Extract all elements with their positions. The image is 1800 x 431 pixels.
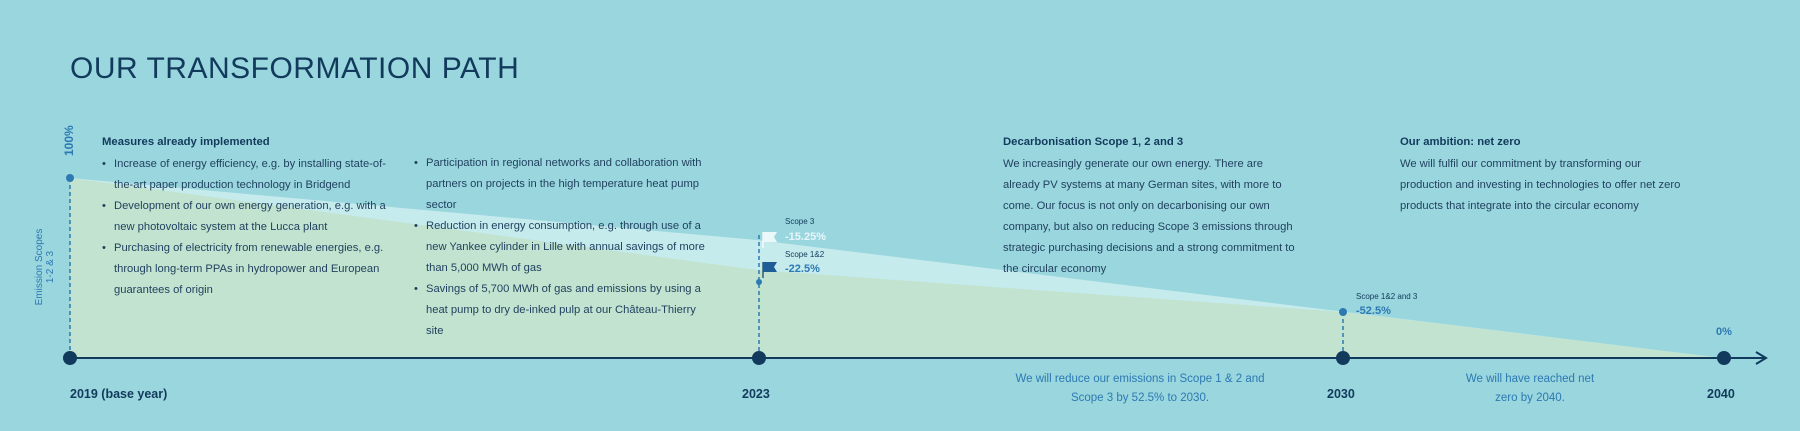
xlabel-2030: 2030 <box>1327 387 1355 401</box>
measure-item: Reduction in energy consumption, e.g. th… <box>414 216 714 279</box>
milestone-dot-2019 <box>63 351 77 365</box>
y-axis-top-label: 100% <box>62 125 76 156</box>
measure-item: Increase of energy efficiency, e.g. by i… <box>102 154 402 196</box>
flag-scope12-value: -22.5% <box>785 263 820 275</box>
y-axis-side-label-line2: 1-2 & 3 <box>45 250 56 284</box>
flag-scope12-label: Scope 1&2 <box>785 250 825 259</box>
measures-block-col1: Measures already implemented Increase of… <box>102 132 402 301</box>
xlabel-2040: 2040 <box>1707 387 1735 401</box>
ambition-heading: Our ambition: net zero <box>1400 136 1521 148</box>
y-axis-side-label-line1: Emission Scopes <box>34 228 45 306</box>
point-2023-scope12 <box>756 279 762 285</box>
milestone-dot-2030 <box>1336 351 1350 365</box>
measures-block-col2: Participation in regional networks and c… <box>414 153 714 342</box>
flag-icon-scope12 <box>762 262 777 278</box>
ambition-block: Our ambition: net zero We will fulfil ou… <box>1400 132 1690 217</box>
xlabel-2019: 2019 (base year) <box>70 387 168 401</box>
decarbonisation-text: We increasingly generate our own energy.… <box>1003 158 1295 275</box>
flag-scope3-value: -15.25% <box>785 231 826 243</box>
measures-heading: Measures already implemented <box>102 136 270 148</box>
y-axis-side-label: Emission Scopes 1-2 & 3 <box>34 222 56 312</box>
measure-item: Savings of 5,700 MWh of gas and emission… <box>414 279 714 342</box>
measure-item: Participation in regional networks and c… <box>414 153 714 216</box>
note-2040: We will have reached net zero by 2040. <box>1465 373 1595 404</box>
point-2030-label: Scope 1&2 and 3 <box>1356 292 1418 301</box>
decarbonisation-block: Decarbonisation Scope 1, 2 and 3 We incr… <box>1003 132 1295 280</box>
point-2030-value: -52.5% <box>1356 305 1391 317</box>
point-2030-target <box>1339 308 1347 316</box>
xlabel-2023: 2023 <box>742 387 770 401</box>
point-2019-100 <box>66 174 74 182</box>
decarbonisation-heading: Decarbonisation Scope 1, 2 and 3 <box>1003 136 1184 148</box>
measure-item: Purchasing of electricity from renewable… <box>102 238 402 301</box>
ambition-text: We will fulfil our commitment by transfo… <box>1400 158 1681 212</box>
flag-icon-scope3 <box>762 232 777 248</box>
measure-item: Development of our own energy generation… <box>102 196 402 238</box>
page-title: OUR TRANSFORMATION PATH <box>70 52 520 85</box>
note-2030: We will reduce our emissions in Scope 1 … <box>1015 373 1265 404</box>
flag-scope3-label: Scope 3 <box>785 217 815 226</box>
milestone-dot-2023 <box>752 351 766 365</box>
x-axis-arrow <box>1755 351 1768 365</box>
point-2040-value: 0% <box>1716 326 1732 338</box>
milestone-dot-2040 <box>1717 351 1731 365</box>
